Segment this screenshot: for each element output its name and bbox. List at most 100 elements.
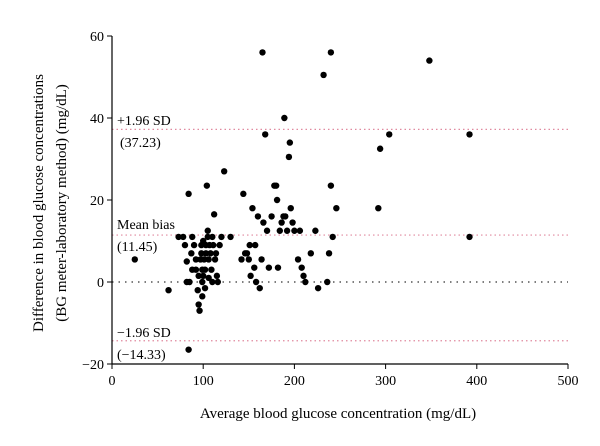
data-point	[258, 256, 265, 263]
data-point	[194, 287, 201, 294]
data-point	[320, 71, 327, 79]
data-point	[298, 264, 305, 271]
upper-loa-label: +1.96 SD	[117, 114, 171, 129]
data-point	[268, 213, 275, 220]
data-point	[291, 227, 298, 234]
data-point	[190, 241, 198, 249]
y-axis-title-line1: Difference in blood glucose concentratio…	[31, 74, 47, 332]
data-point	[247, 272, 254, 280]
data-point	[312, 227, 319, 234]
data-point	[205, 256, 212, 263]
x-tick-label: 500	[558, 374, 579, 389]
data-point	[262, 131, 269, 138]
data-point	[254, 213, 262, 220]
data-point	[274, 264, 282, 271]
x-axis-title: Average blood glucose concentration (mg/…	[200, 406, 476, 422]
y-tick-label: −20	[82, 358, 104, 373]
data-point	[325, 250, 333, 257]
data-point	[260, 219, 267, 226]
data-point	[282, 213, 289, 220]
data-point	[209, 278, 216, 286]
lower-loa-value: (−14.33)	[117, 348, 166, 363]
data-point	[240, 190, 247, 198]
data-point	[208, 266, 215, 273]
data-point	[324, 278, 331, 286]
data-point	[209, 233, 216, 241]
data-point	[294, 256, 302, 263]
data-point	[278, 219, 285, 226]
y-axis-ticks: −20 0 20 40 60	[82, 30, 112, 373]
x-tick-label: 200	[284, 374, 305, 389]
y-axis-title-line2: (BG meter-laboratory method) (mg/dL)	[54, 84, 70, 322]
data-points	[131, 49, 473, 353]
data-point	[199, 293, 206, 300]
data-point	[252, 278, 260, 286]
data-point	[286, 139, 294, 146]
data-point	[272, 182, 280, 189]
reference-lines	[112, 128, 568, 342]
lower-loa-label: −1.96 SD	[117, 326, 171, 341]
data-point	[281, 114, 288, 122]
data-point	[251, 241, 259, 249]
data-point	[220, 168, 228, 175]
y-tick-label: 20	[90, 194, 104, 209]
x-tick-label: 0	[109, 374, 116, 389]
data-point	[256, 284, 263, 292]
data-point	[201, 284, 209, 292]
data-point	[333, 205, 340, 212]
data-point	[283, 227, 291, 234]
data-point	[213, 272, 221, 280]
data-point	[200, 256, 208, 263]
data-point	[426, 57, 433, 64]
data-point	[227, 233, 234, 241]
data-point	[211, 256, 219, 263]
upper-loa-value: (37.23)	[120, 136, 161, 151]
data-point	[204, 233, 211, 241]
data-point	[466, 131, 473, 138]
data-point	[195, 301, 202, 308]
y-tick-label: 40	[90, 112, 104, 127]
data-point	[289, 219, 296, 226]
data-point	[200, 272, 207, 280]
data-point	[181, 241, 189, 249]
data-point	[238, 256, 245, 263]
data-point	[192, 266, 200, 273]
data-point	[375, 205, 382, 212]
data-point	[265, 264, 273, 271]
data-point	[195, 272, 202, 280]
data-point	[246, 241, 253, 249]
data-point	[259, 49, 266, 56]
data-point	[302, 278, 309, 286]
data-point	[329, 233, 336, 241]
data-point	[285, 153, 293, 161]
mean-bias-value: (11.45)	[117, 240, 158, 255]
data-point	[212, 250, 220, 257]
data-point	[214, 278, 221, 286]
data-point	[165, 287, 172, 294]
data-point	[179, 233, 187, 241]
data-point	[376, 145, 384, 152]
data-point	[201, 266, 209, 273]
data-point	[466, 233, 473, 241]
y-tick-label: 60	[90, 30, 104, 45]
data-point	[131, 256, 138, 263]
data-point	[204, 227, 211, 234]
data-point	[243, 250, 251, 257]
data-point	[183, 258, 190, 265]
data-point	[386, 131, 393, 138]
data-point	[199, 278, 206, 286]
x-tick-label: 100	[193, 374, 214, 389]
data-point	[198, 250, 205, 257]
data-point	[287, 205, 294, 212]
data-point	[245, 256, 252, 263]
x-tick-label: 300	[375, 374, 396, 389]
data-point	[218, 233, 225, 241]
data-point	[185, 346, 192, 353]
y-tick-label: 0	[97, 276, 104, 291]
mean-bias-label: Mean bias	[117, 218, 175, 233]
data-point	[189, 233, 196, 241]
data-point	[175, 233, 182, 241]
data-point	[210, 211, 218, 218]
data-point	[185, 190, 192, 198]
